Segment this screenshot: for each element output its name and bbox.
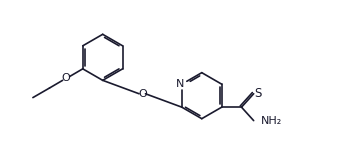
Text: S: S	[254, 87, 262, 100]
Text: O: O	[138, 89, 147, 99]
Text: NH₂: NH₂	[261, 116, 282, 126]
Text: N: N	[176, 78, 184, 89]
Text: O: O	[62, 73, 71, 83]
